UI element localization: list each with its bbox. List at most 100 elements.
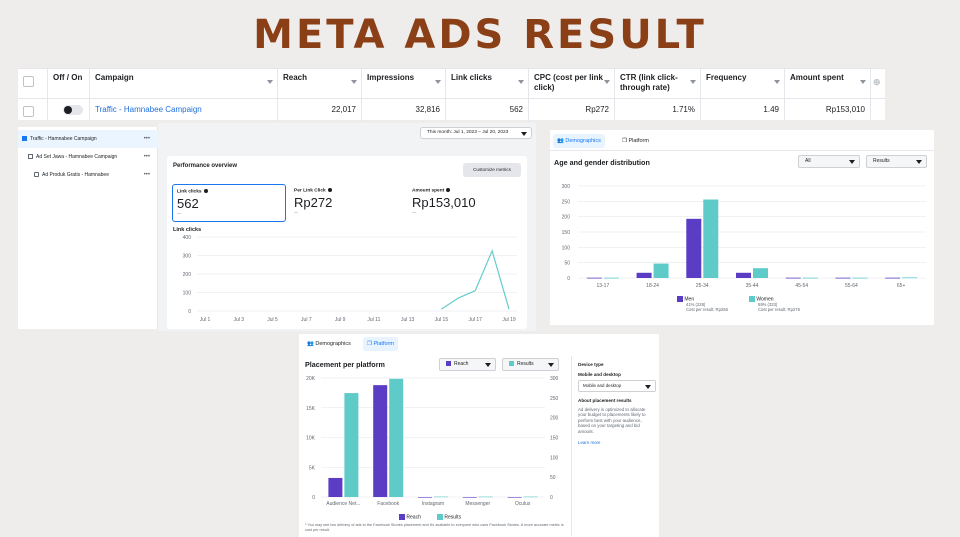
row-end (871, 99, 885, 121)
legend-swatch-women (749, 296, 755, 302)
legend-results: Results (437, 514, 461, 520)
table-header: Off / On Campaign Reach Impressions Link… (18, 69, 885, 99)
toggle-cell[interactable] (48, 99, 90, 121)
bar-men (686, 218, 702, 278)
metric-value: 562 (177, 196, 199, 211)
learn-more-link[interactable]: Learn more (578, 440, 601, 446)
x-tick-label: 35-44 (746, 283, 759, 289)
col-cpc-label: CPC (cost per link click) (534, 73, 603, 92)
chevron-down-icon (521, 132, 527, 136)
age-gender-title: Age and gender distribution (554, 158, 650, 167)
platform-icon: ❐ (622, 138, 629, 144)
tree-item-campaign[interactable]: Traffic - Hamnabee Campaign ••• (18, 130, 158, 148)
select-all-checkbox-cell[interactable] (18, 69, 48, 98)
x-tick-label: 18-24 (646, 283, 659, 289)
sort-caret-icon[interactable] (351, 80, 357, 84)
customize-metrics-button[interactable]: Customize metrics (463, 163, 521, 177)
link-clicks-chart-title: Link clicks (173, 227, 202, 233)
metric-filter-dropdown[interactable]: Results (866, 155, 927, 168)
tab-demographics[interactable]: 👥 Demographics (553, 134, 605, 148)
campaign-toggle[interactable] (63, 105, 83, 115)
date-range-picker[interactable]: This month: Jul 1, 2023 – Jul 20, 2023 (420, 127, 532, 139)
more-options-icon[interactable]: ••• (143, 154, 150, 160)
bar-men (586, 277, 602, 279)
reach-filter-value: Reach (454, 361, 469, 367)
results-filter-dropdown[interactable]: Results (502, 358, 559, 371)
tab-platform-label: Platform (373, 341, 394, 347)
select-all-checkbox[interactable] (23, 76, 34, 87)
col-ctr[interactable]: CTR (link click-through rate) (615, 69, 701, 98)
info-icon (446, 188, 451, 192)
sort-caret-icon[interactable] (267, 80, 273, 84)
col-campaign[interactable]: Campaign (90, 69, 278, 98)
col-off-on[interactable]: Off / On (48, 69, 90, 98)
x-tick-label: Facebook (377, 501, 399, 506)
y-tick-label: 0 (188, 309, 191, 315)
sort-caret-icon[interactable] (435, 80, 441, 84)
ctr-value: 1.71% (615, 99, 701, 121)
sort-caret-icon[interactable] (860, 80, 866, 84)
y-tick-label: 0 (567, 276, 570, 282)
people-icon: 👥 (307, 341, 316, 347)
x-tick-label: Oculus (515, 501, 531, 506)
bar-reach (462, 497, 477, 498)
device-type-select[interactable]: Mobile and desktop (578, 380, 656, 392)
metric-link-clicks[interactable]: Link clicks 562 -- (172, 184, 286, 222)
x-tick-label: 13-17 (596, 283, 609, 289)
y-left-tick-label: 10K (306, 436, 316, 442)
series-line (441, 249, 510, 310)
tab-demographics[interactable]: 👥 Demographics (303, 337, 355, 351)
metric-amount-spent[interactable]: Amount spent Rp153,010 -- (408, 184, 522, 222)
y-tick-label: 50 (564, 261, 570, 267)
col-reach[interactable]: Reach (278, 69, 362, 98)
y-left-tick-label: 0 (312, 495, 315, 501)
x-tick-label: Jul 1 (200, 317, 211, 323)
more-options-icon[interactable]: ••• (143, 172, 150, 178)
sort-caret-icon[interactable] (774, 80, 780, 84)
bar-women (902, 277, 918, 279)
platform-icon: ❐ (367, 341, 374, 347)
results-filter-value: Results (517, 361, 534, 367)
reach-value: 22,017 (278, 99, 362, 121)
y-right-tick-label: 150 (550, 436, 559, 442)
legend-women: Women 59% (333) Cost per result: Rp276 (749, 296, 800, 312)
col-amount-spent[interactable]: Amount spent (785, 69, 871, 98)
grid-icon (28, 154, 33, 160)
tab-platform[interactable]: ❐ Platform (618, 134, 653, 148)
bar-results (344, 393, 359, 497)
metric-comparison: -- (412, 210, 416, 216)
bar-men (785, 277, 801, 279)
more-options-icon[interactable]: ••• (143, 136, 150, 142)
row-checkbox[interactable] (23, 106, 34, 117)
table-row[interactable]: Traffic - Hamnabee Campaign 22,017 32,81… (18, 99, 885, 121)
metric-label: Amount spent (412, 188, 451, 193)
metric-per-link-click[interactable]: Per Link Click Rp272 -- (290, 184, 404, 222)
link-clicks-value: 562 (446, 99, 529, 121)
col-link-clicks[interactable]: Link clicks (446, 69, 529, 98)
performance-title: Performance overview (173, 163, 238, 169)
x-tick-label: 65+ (897, 283, 906, 289)
col-cpc[interactable]: CPC (cost per link click) (529, 69, 615, 98)
x-tick-label: 55-64 (845, 283, 858, 289)
placement-bar-chart: 0 5K 10K 15K 20K 0 50 100 150 200 250 300 Audience N… (306, 376, 559, 506)
row-checkbox-cell[interactable] (18, 99, 48, 121)
bar-reach (418, 497, 432, 498)
col-impressions[interactable]: Impressions (362, 69, 446, 98)
sort-caret-icon[interactable] (604, 80, 610, 84)
add-column-icon[interactable]: ⊕ (873, 77, 881, 87)
y-right-tick-label: 0 (550, 495, 553, 501)
x-tick-label: Jul 13 (401, 317, 415, 323)
col-frequency[interactable]: Frequency (701, 69, 785, 98)
impressions-value: 32,816 (362, 99, 446, 121)
sort-caret-icon[interactable] (518, 80, 524, 84)
reach-filter-dropdown[interactable]: Reach (439, 358, 496, 371)
x-tick-label: Instagram (422, 501, 444, 506)
tree-item-ad[interactable]: Ad Produk Gratis - Hamnabee ••• (18, 166, 158, 184)
gender-filter-dropdown[interactable]: All (798, 155, 860, 168)
bar-women (802, 277, 818, 279)
sort-caret-icon[interactable] (690, 80, 696, 84)
campaign-link[interactable]: Traffic - Hamnabee Campaign (90, 99, 278, 121)
campaign-tree-panel: Traffic - Hamnabee Campaign ••• Ad Set J… (18, 127, 158, 329)
tree-item-ad-set[interactable]: Ad Set Jawa - Hamnabee Campaign ••• (18, 148, 158, 166)
tab-platform[interactable]: ❐ Platform (363, 337, 398, 351)
